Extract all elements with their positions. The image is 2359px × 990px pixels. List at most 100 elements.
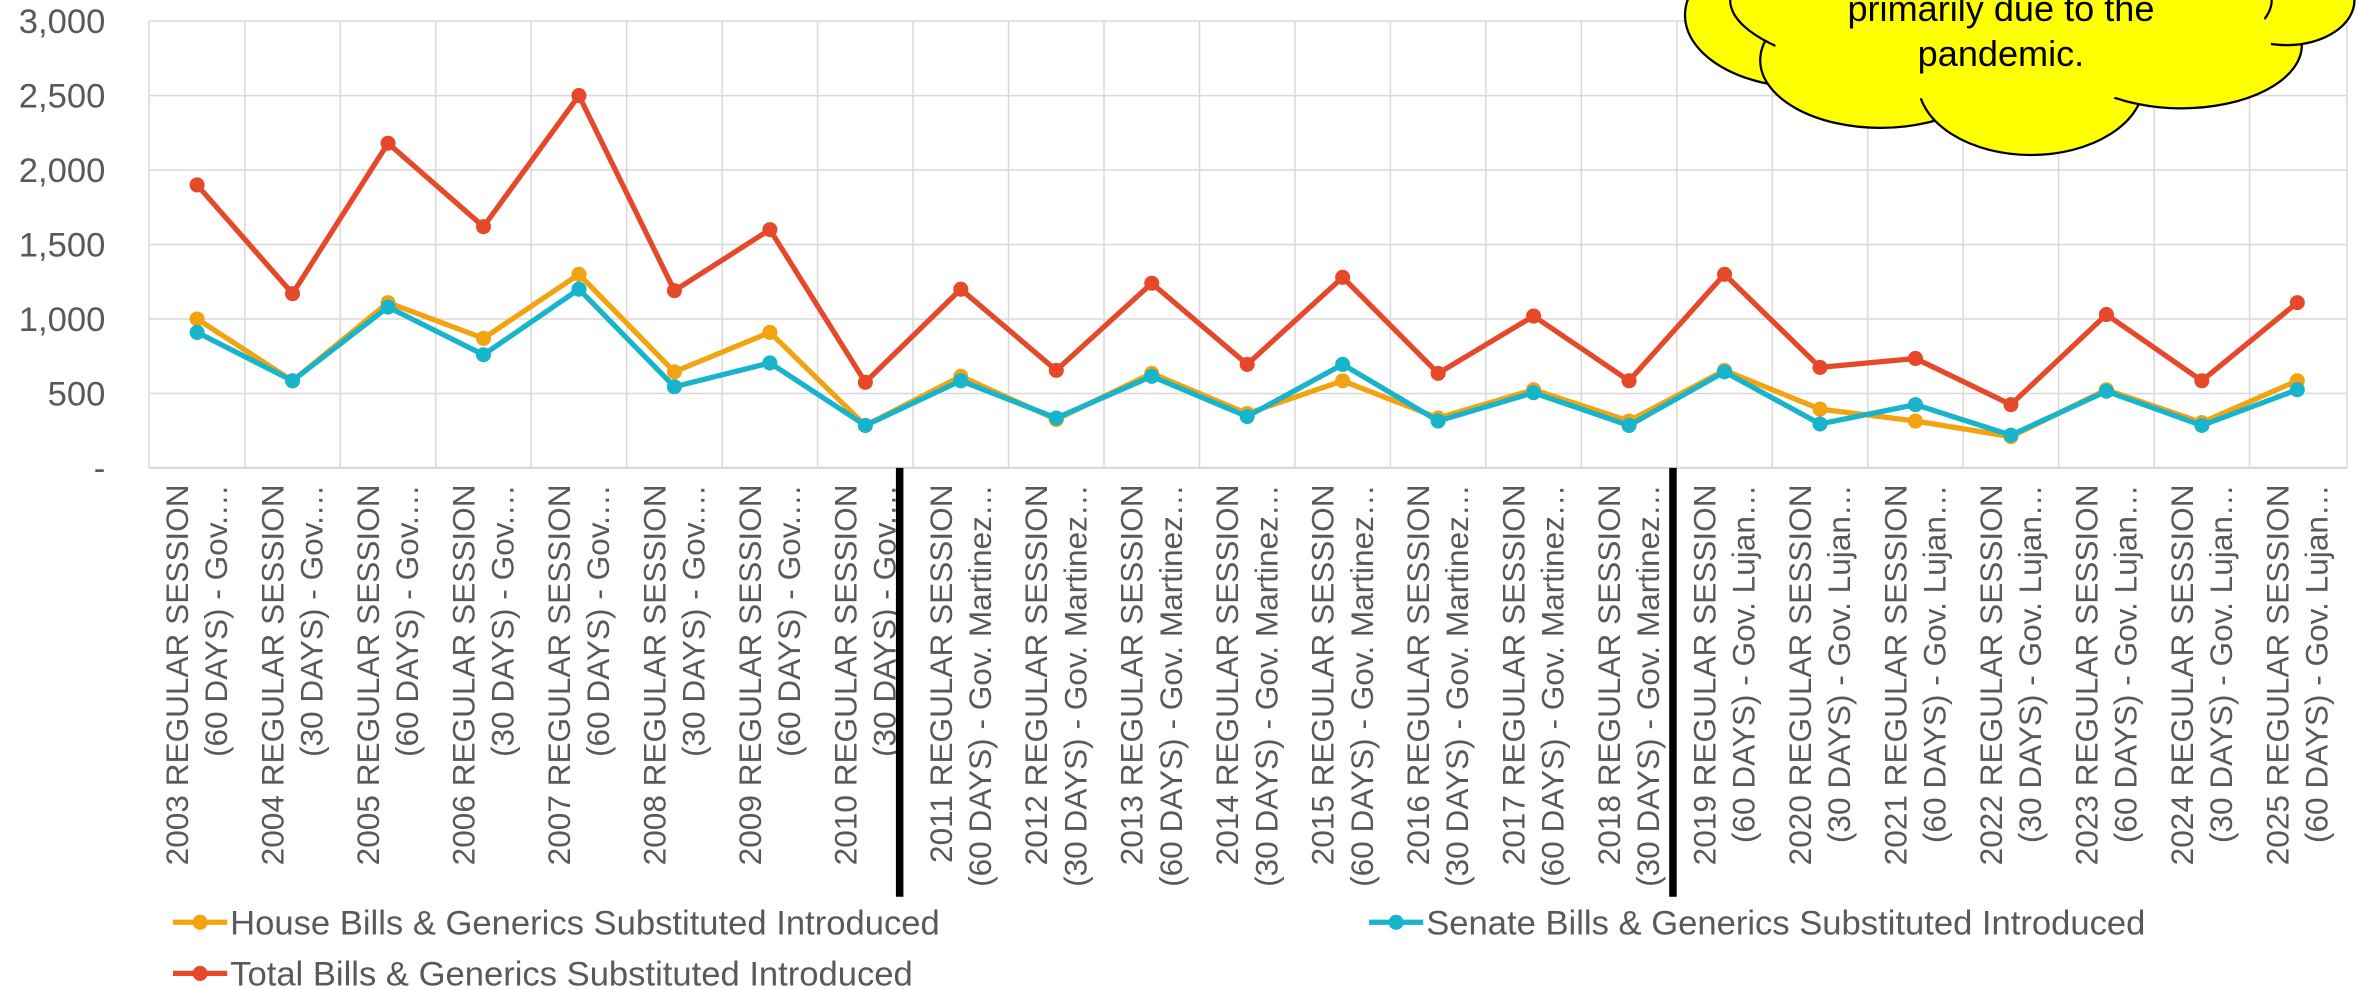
x-tick-label: (30 DAYS) - Gov. Martinez… — [1057, 484, 1093, 886]
point — [1335, 356, 1351, 372]
y-tick-label: - — [94, 450, 106, 488]
legend-label: Total Bills & Generics Substituted Intro… — [230, 955, 913, 990]
callout: primarily due to the pandemic. — [1683, 0, 2356, 157]
x-tick-label: (60 DAYS) - Gov. Lujan… — [2107, 484, 2143, 843]
point — [1812, 416, 1828, 432]
point — [189, 311, 205, 327]
x-tick-label: (30 DAYS) - Gov.… — [294, 484, 330, 757]
point — [1335, 269, 1351, 285]
point — [2194, 417, 2210, 433]
point — [285, 286, 301, 302]
x-tick-label: (30 DAYS) - Gov. Lujan… — [1821, 484, 1857, 843]
x-tick-label: (60 DAYS) - Gov.… — [771, 484, 807, 757]
point — [666, 283, 682, 299]
x-tick-label: (60 DAYS) - Gov. Martinez… — [1344, 484, 1380, 886]
x-tick-label: 2003 REGULAR SESSION — [159, 484, 195, 865]
x-tick-label: (60 DAYS) - Gov.… — [198, 484, 234, 757]
x-tick-label: (60 DAYS) - Gov. Martinez… — [1153, 484, 1189, 886]
x-tick-label: (60 DAYS) - Gov. Martinez… — [1535, 484, 1571, 886]
x-tick-label: 2009 REGULAR SESSION — [732, 484, 768, 865]
point — [953, 281, 969, 297]
x-tick-label: 2011 REGULAR SESSION — [923, 484, 959, 863]
point — [1048, 362, 1064, 378]
x-tick-label: 2024 REGULAR SESSION — [2164, 484, 2200, 865]
point — [2289, 295, 2305, 311]
point — [857, 417, 873, 433]
y-tick-label: 1,500 — [19, 227, 106, 265]
x-tick-label: 2004 REGULAR SESSION — [255, 484, 291, 865]
x-tick-label: (30 DAYS) - Gov.… — [675, 484, 711, 757]
point — [1621, 373, 1637, 389]
point — [571, 266, 587, 282]
point — [762, 355, 778, 371]
x-tick-label: 2023 REGULAR SESSION — [2068, 484, 2104, 865]
point — [2098, 306, 2114, 323]
point — [1621, 417, 1637, 433]
x-tick-label: 2021 REGULAR SESSION — [1877, 484, 1913, 865]
point — [1717, 364, 1733, 380]
point — [571, 281, 587, 297]
x-tick-label: 2006 REGULAR SESSION — [445, 484, 481, 865]
x-tick-label: 2015 REGULAR SESSION — [1305, 484, 1341, 865]
grid — [148, 20, 2348, 469]
point — [475, 330, 492, 346]
x-tick-label: (30 DAYS) - Gov.… — [485, 484, 521, 757]
point — [1526, 308, 1542, 324]
point — [2003, 397, 2019, 413]
x-tick-label: (60 DAYS) - Gov. Lujan… — [1917, 484, 1953, 843]
x-tick-label: 2019 REGULAR SESSION — [1686, 484, 1722, 865]
x-tick-label: 2016 REGULAR SESSION — [1400, 484, 1436, 865]
point — [2194, 373, 2210, 389]
y-tick-label: 500 — [48, 375, 106, 413]
point — [475, 347, 492, 363]
legend-label: House Bills & Generics Substituted Intro… — [230, 904, 940, 942]
point — [2289, 382, 2305, 398]
x-tick-label: 2020 REGULAR SESSION — [1782, 484, 1818, 865]
x-tick-label: 2022 REGULAR SESSION — [1973, 484, 2009, 865]
point — [857, 374, 873, 390]
x-tick-label: 2005 REGULAR SESSION — [350, 484, 386, 865]
x-tick-label: (30 DAYS) - Gov. Martinez… — [1439, 484, 1475, 886]
y-tick-label: 3,000 — [19, 3, 106, 41]
legend-label: Senate Bills & Generics Substituted Intr… — [1426, 904, 2145, 942]
point — [571, 88, 587, 104]
point — [1812, 401, 1828, 417]
point — [2098, 383, 2114, 399]
point — [1239, 409, 1255, 425]
point — [1239, 356, 1255, 372]
x-tick-label: 2025 REGULAR SESSION — [2259, 484, 2295, 865]
x-tick-label: (60 DAYS) - Gov. Martinez… — [962, 484, 998, 886]
point — [1430, 365, 1446, 381]
point — [285, 373, 301, 389]
point — [189, 177, 205, 193]
y-tick-label: 2,500 — [19, 78, 106, 116]
x-tick-label: 2018 REGULAR SESSION — [1591, 484, 1627, 865]
point — [1812, 359, 1828, 375]
y-tick-label: 1,000 — [19, 301, 106, 339]
point — [666, 379, 682, 395]
point — [1907, 350, 1923, 366]
x-tick-label: 2014 REGULAR SESSION — [1209, 484, 1245, 865]
legend-marker — [1388, 914, 1404, 930]
point — [1717, 266, 1733, 282]
x-tick-label: 2013 REGULAR SESSION — [1114, 484, 1150, 865]
x-tick-label: (60 DAYS) - Gov.… — [580, 484, 616, 757]
x-tick-label: 2010 REGULAR SESSION — [827, 484, 863, 865]
x-tick-label: (30 DAYS) - Gov. Lujan… — [2012, 484, 2048, 843]
x-tick-label: (30 DAYS) - Gov. Lujan… — [2203, 484, 2239, 843]
point — [762, 324, 778, 340]
x-tick-label: 2017 REGULAR SESSION — [1496, 484, 1532, 865]
x-tick-label: 2007 REGULAR SESSION — [541, 484, 577, 865]
point — [1048, 410, 1064, 426]
point — [1907, 397, 1923, 413]
point — [1144, 368, 1160, 384]
point — [475, 219, 492, 235]
x-tick-label: (60 DAYS) - Gov.… — [389, 484, 425, 757]
y-tick-label: 2,000 — [19, 152, 106, 190]
point — [953, 373, 969, 389]
annotation: primarily due to the pandemic. — [1847, 0, 2154, 74]
x-tick-label: 2008 REGULAR SESSION — [636, 484, 672, 865]
point — [762, 222, 778, 238]
point — [1526, 385, 1542, 401]
